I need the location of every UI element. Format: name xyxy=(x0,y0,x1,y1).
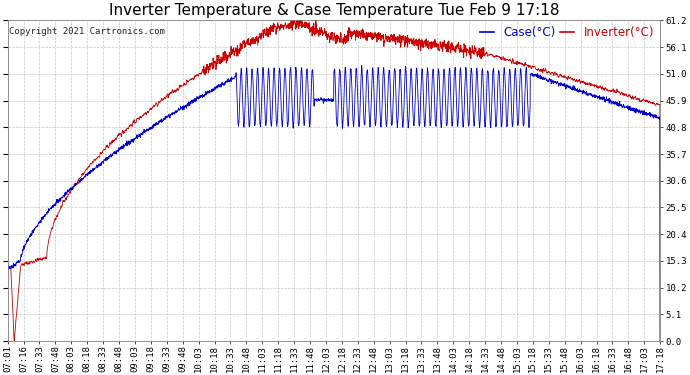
Text: Copyright 2021 Cartronics.com: Copyright 2021 Cartronics.com xyxy=(9,27,165,36)
Legend: Case(°C), Inverter(°C): Case(°C), Inverter(°C) xyxy=(480,26,654,39)
Title: Inverter Temperature & Case Temperature Tue Feb 9 17:18: Inverter Temperature & Case Temperature … xyxy=(108,3,559,18)
